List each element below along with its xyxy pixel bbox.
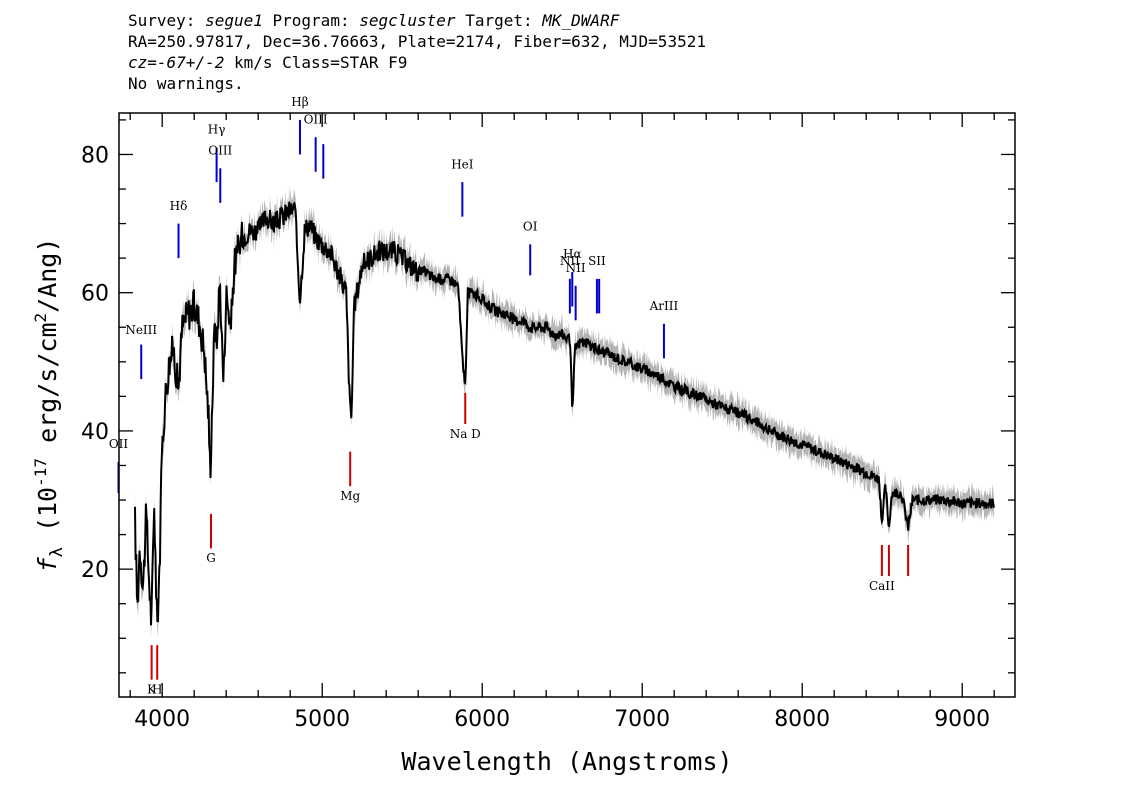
x-tick-label: 6000 [454, 707, 510, 732]
program-label: Program: [272, 11, 350, 30]
survey-value: segue1 [205, 11, 263, 30]
spectrum-layer [134, 201, 995, 626]
x-tick-label: 8000 [774, 707, 830, 732]
emission-line-label: OIII [304, 112, 328, 126]
cz-value: -67+/-2 [156, 53, 225, 72]
x-axis-title: Wavelength (Angstroms) [401, 747, 732, 776]
header-line-3: cz=-67+/-2 km/s Class=STAR F9 [128, 52, 706, 73]
y-axis-title-exp2: 2 [31, 313, 50, 323]
absorption-line-label: Mg [340, 489, 360, 503]
absorption-line-label: K [147, 683, 157, 697]
header-line-1: Survey: segue1 Program: segcluster Targe… [128, 10, 706, 31]
plot-frame [118, 112, 1016, 698]
emission-line-label: Hδ [170, 199, 188, 213]
header-line-4: No warnings. [128, 74, 244, 93]
axis-ticks [119, 113, 1015, 697]
emission-line-label: HeI [451, 157, 474, 171]
y-axis-title-f: f [33, 556, 62, 572]
cz-prefix: cz= [128, 53, 157, 72]
spectrum-header: Survey: segue1 Program: segcluster Targe… [128, 10, 706, 94]
y-tick-label: 40 [81, 420, 109, 445]
emission-line-label: Hα [563, 247, 582, 261]
absorption-line-label: CaII [869, 579, 895, 593]
absorption-line-label: Na D [450, 427, 481, 441]
target-value: MK_DWARF [542, 11, 620, 30]
axis-tick-labels: 4000 5000 6000 7000 8000 9000 20 40 60 80 [81, 143, 990, 732]
x-tick-label: 9000 [934, 707, 990, 732]
y-axis-title-sub: λ [47, 547, 67, 557]
spectrum-line [134, 201, 995, 626]
emission-line-label: SII [588, 254, 606, 268]
y-axis-title: fλ (10-17 erg/s/cm2/Ang) [31, 238, 67, 573]
absorption-line-label: H [152, 683, 162, 697]
y-axis-title-end: /Ang) [33, 238, 62, 313]
absorption-line-label: G [206, 551, 216, 565]
emission-line-label: NII [560, 254, 580, 268]
target-label: Target: [465, 11, 533, 30]
emission-line-label: ArIII [649, 299, 679, 313]
emission-line-label: NeIII [125, 323, 157, 337]
y-axis-title-exp: -17 [31, 458, 50, 487]
header-line-2: RA=250.97817, Dec=36.76663, Plate=2174, … [128, 32, 706, 51]
emission-line-label: NII [566, 261, 586, 275]
survey-label: Survey: [128, 11, 196, 30]
emission-line-label: OI [523, 219, 538, 233]
y-tick-label: 20 [81, 558, 109, 583]
y-tick-label: 80 [81, 143, 109, 168]
x-tick-label: 5000 [294, 707, 350, 732]
y-axis-title-main: (10 [33, 487, 62, 547]
x-tick-label: 7000 [614, 707, 670, 732]
y-tick-label: 60 [81, 282, 109, 307]
y-axis-title-units: erg/s/cm [33, 323, 62, 458]
x-tick-label: 4000 [134, 707, 190, 732]
class-text: km/s Class=STAR F9 [224, 53, 408, 72]
emission-line-label: Hγ [208, 123, 226, 137]
program-value: segcluster [359, 11, 456, 30]
emission-line-label: OIII [208, 143, 232, 157]
emission-line-label: Hβ [291, 95, 308, 109]
